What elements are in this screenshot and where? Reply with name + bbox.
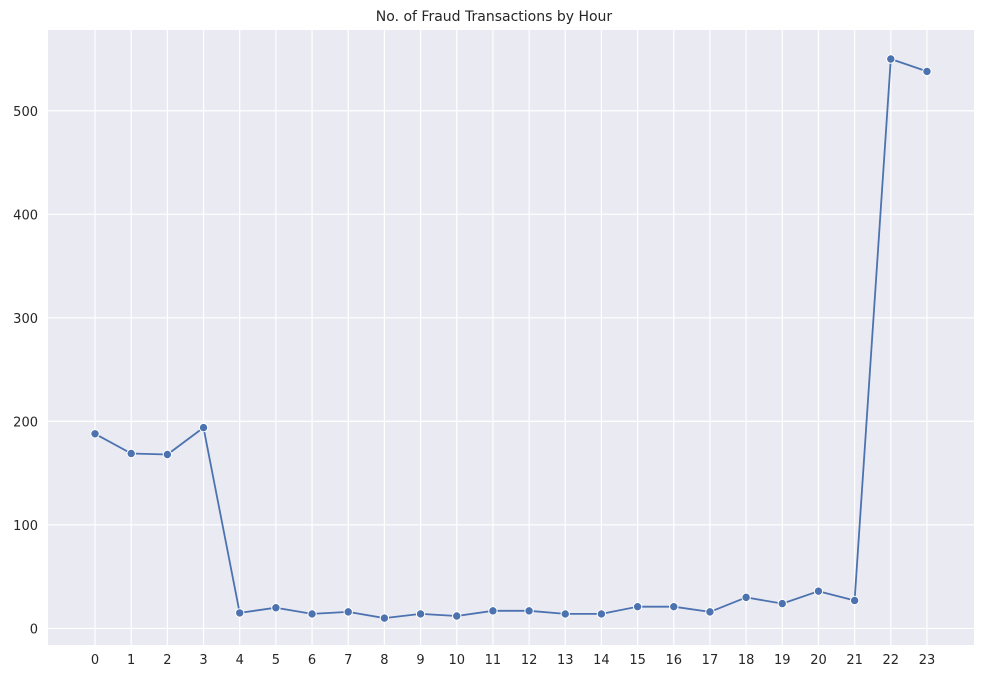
data-point bbox=[90, 429, 100, 439]
chart-title: No. of Fraud Transactions by Hour bbox=[376, 9, 613, 25]
x-tick-label: 7 bbox=[344, 653, 352, 668]
x-tick-label: 23 bbox=[919, 653, 936, 668]
x-tick-label: 6 bbox=[308, 653, 316, 668]
x-tick-label: 18 bbox=[738, 653, 755, 668]
data-point bbox=[343, 607, 353, 617]
x-tick-label: 20 bbox=[810, 653, 827, 668]
data-point bbox=[524, 606, 534, 616]
data-point bbox=[488, 606, 498, 616]
data-point bbox=[922, 66, 932, 77]
plot-background bbox=[48, 30, 974, 645]
data-point bbox=[271, 603, 281, 613]
data-point bbox=[162, 449, 173, 460]
x-tick-label: 1 bbox=[127, 653, 135, 668]
x-tick-label: 4 bbox=[236, 653, 244, 668]
data-point bbox=[705, 607, 715, 617]
x-tick-label: 0 bbox=[91, 653, 99, 668]
data-point bbox=[235, 608, 245, 618]
data-point bbox=[741, 592, 751, 603]
data-point bbox=[198, 422, 209, 433]
x-tick-label: 10 bbox=[448, 653, 465, 668]
x-tick-label: 2 bbox=[163, 653, 171, 668]
data-point bbox=[452, 611, 462, 621]
x-tick-label: 11 bbox=[485, 653, 502, 668]
x-tick-label: 15 bbox=[629, 653, 646, 668]
markers-group bbox=[90, 54, 932, 623]
x-tick-label: 5 bbox=[272, 653, 280, 668]
data-point bbox=[632, 601, 643, 612]
y-tick-label: 200 bbox=[13, 415, 38, 430]
data-point bbox=[849, 595, 860, 606]
y-tick-label: 100 bbox=[13, 519, 38, 534]
x-tick-label: 8 bbox=[380, 653, 388, 668]
data-point bbox=[126, 448, 136, 459]
y-tick-label: 0 bbox=[30, 622, 38, 637]
data-point bbox=[379, 613, 390, 623]
series-line bbox=[94, 58, 928, 619]
data-point bbox=[813, 586, 824, 596]
data-point bbox=[669, 601, 679, 612]
x-tick-label: 19 bbox=[774, 653, 791, 668]
data-point bbox=[415, 609, 426, 619]
y-axis-ticks: 0 100 200 300 400 500 bbox=[13, 105, 38, 638]
y-tick-label: 500 bbox=[13, 105, 38, 120]
x-tick-label: 12 bbox=[521, 653, 538, 668]
data-point bbox=[777, 598, 787, 609]
grid-lines bbox=[48, 30, 974, 645]
data-point bbox=[596, 609, 607, 619]
x-tick-label: 17 bbox=[702, 653, 719, 668]
data-point bbox=[307, 609, 317, 619]
x-tick-label: 22 bbox=[883, 653, 900, 668]
data-point bbox=[886, 54, 896, 64]
x-tick-label: 3 bbox=[199, 653, 207, 668]
x-tick-label: 13 bbox=[557, 653, 574, 668]
x-tick-label: 21 bbox=[846, 653, 863, 668]
x-tick-label: 14 bbox=[593, 653, 610, 668]
y-tick-label: 400 bbox=[13, 208, 38, 223]
data-point bbox=[560, 609, 570, 619]
x-axis-ticks: 0 1 2 3 4 5 6 7 8 9 10 11 12 13 14 15 16 17 18 19 20 21 22 23 bbox=[91, 653, 935, 668]
x-tick-label: 9 bbox=[416, 653, 424, 668]
y-tick-label: 300 bbox=[13, 312, 38, 327]
x-tick-label: 16 bbox=[666, 653, 683, 668]
series-group bbox=[94, 58, 928, 619]
